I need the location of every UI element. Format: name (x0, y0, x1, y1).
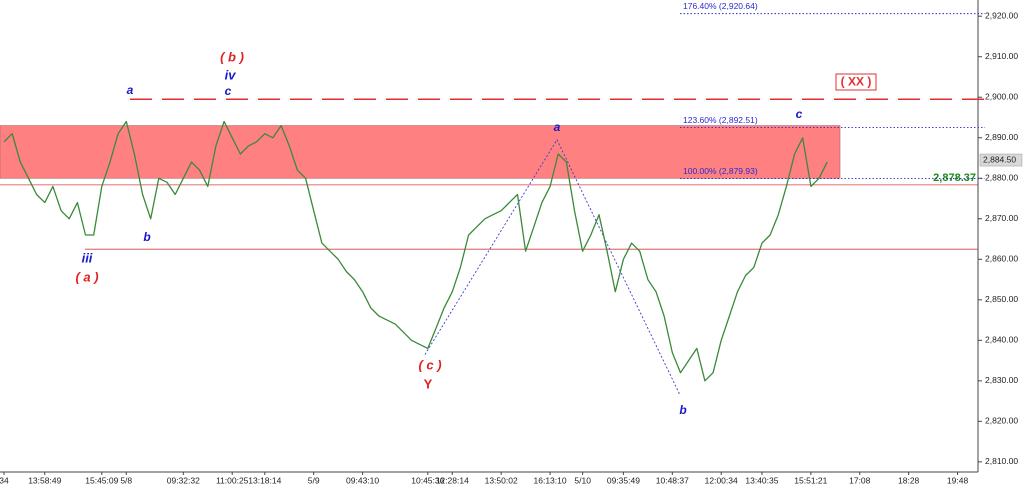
wave-label: c (225, 84, 232, 98)
last-price-box (979, 153, 1023, 167)
last-price-label: 2,884.50 (983, 154, 1016, 164)
y-tick-label: 2,840.00 (985, 335, 1018, 345)
wave-zigzag (424, 138, 681, 396)
wave-label: ( c ) (418, 357, 441, 372)
y-tick-label: 2,850.00 (985, 294, 1018, 304)
wave-label: c (796, 107, 803, 121)
y-tick-label: 2,880.00 (985, 173, 1018, 183)
y-tick-label: 2,910.00 (985, 51, 1018, 61)
y-tick-label: 2,900.00 (985, 91, 1018, 101)
x-tick-label: 17:08 (849, 475, 871, 485)
fib-label: 176.40% (2,920.64) (683, 1, 758, 11)
y-tick-label: 2,870.00 (985, 213, 1018, 223)
x-tick-label: 15:51:21 (794, 475, 827, 485)
y-tick-label: 2,860.00 (985, 254, 1018, 264)
y-tick-label: 2,920.00 (985, 10, 1018, 20)
target-box (835, 73, 877, 91)
wave-label: ( b ) (220, 49, 244, 64)
x-tick-label: 15:45:09 (85, 475, 118, 485)
y-tick-label: 2,890.00 (985, 132, 1018, 142)
x-tick-label: 34 (0, 475, 9, 485)
x-tick-label: 11:00:25 (216, 475, 249, 485)
x-tick-label: 16:13:10 (534, 475, 567, 485)
y-tick-label: 2,810.00 (985, 456, 1018, 466)
wave-label: Y (424, 376, 433, 391)
x-tick-label: 5/10 (574, 475, 591, 485)
x-tick-label: 18:28 (898, 475, 920, 485)
x-tick-label: 09:35:49 (607, 475, 640, 485)
fib-label: 100.00% (2,879.93) (683, 166, 758, 176)
wave-label: ( a ) (75, 269, 98, 284)
x-tick-label: 09:43:10 (346, 475, 379, 485)
wave-label: a (554, 120, 561, 134)
target-label: ( XX ) (841, 75, 872, 89)
x-tick-label: 13:18:14 (248, 475, 281, 485)
wave-label: b (679, 403, 686, 417)
x-tick-label: 10:45:36 (411, 475, 444, 485)
resistance-zone (0, 125, 841, 179)
price-line (3, 120, 828, 382)
wave-label: a (127, 83, 134, 97)
x-tick-label: 12:28:14 (436, 475, 469, 485)
wave-label: iv (225, 67, 237, 82)
x-tick-label: 19:48 (947, 475, 969, 485)
x-tick-label: 13:50:02 (485, 475, 518, 485)
x-tick-label: 12:00:34 (705, 475, 738, 485)
x-tick-label: 10:48:37 (656, 475, 689, 485)
fib-label: 123.60% (2,892.51) (683, 115, 758, 125)
x-tick-label: 13:40:35 (745, 475, 778, 485)
x-tick-label: 5/9 (308, 475, 320, 485)
x-tick-label: 13:58:49 (28, 475, 61, 485)
y-tick-label: 2,820.00 (985, 416, 1018, 426)
x-tick-label: 5/8 (120, 475, 132, 485)
wave-label: b (143, 230, 150, 244)
y-tick-label: 2,830.00 (985, 375, 1018, 385)
support-label: 2,878.37 (933, 172, 976, 184)
wave-label: iii (82, 250, 93, 265)
x-tick-label: 09:32:32 (167, 475, 200, 485)
